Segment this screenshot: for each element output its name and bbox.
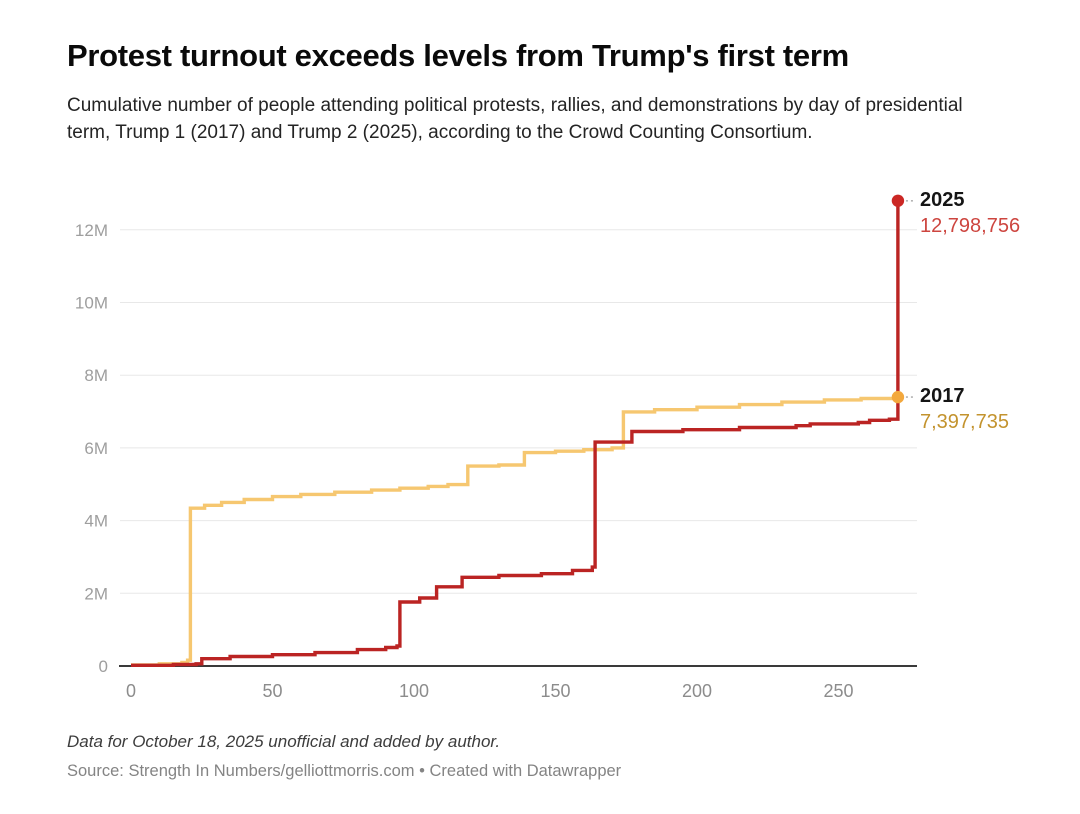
series-label-2017-year: 2017 (920, 385, 965, 407)
x-tick-label: 50 (262, 681, 282, 701)
x-tick-label: 150 (540, 681, 570, 701)
x-tick-label: 100 (399, 681, 429, 701)
source-line: Source: Strength In Numbers/gelliottmorr… (67, 762, 622, 780)
y-tick-label: 8M (84, 366, 108, 385)
y-tick-label: 6M (84, 439, 108, 458)
endpoint-dot-2017 (891, 390, 905, 404)
y-tick-label: 12M (75, 221, 108, 240)
data-note: Data for October 18, 2025 unofficial and… (67, 732, 501, 751)
y-tick-label: 4M (84, 512, 108, 531)
x-tick-label: 200 (682, 681, 712, 701)
endpoint-dot-2025 (891, 194, 905, 207)
y-tick-label: 2M (84, 584, 108, 603)
x-tick-label: 250 (823, 681, 853, 701)
series-line-2017 (131, 396, 900, 667)
series-label-2025-year: 2025 (920, 189, 965, 211)
y-tick-label: 0 (99, 657, 108, 676)
series-label-2025-value: 12,798,756 (920, 215, 1021, 237)
page-title: Protest turnout exceeds levels from Trum… (67, 38, 849, 73)
series-label-2025: 2025 12,798,756 (920, 188, 1070, 239)
x-tick-label: 0 (126, 681, 136, 701)
series-label-2017-value: 7,397,735 (920, 411, 1009, 433)
y-tick-label: 10M (75, 294, 108, 313)
chart-subtitle: Cumulative number of people attending po… (67, 95, 963, 143)
series-line-2025 (131, 200, 900, 667)
series-label-2017: 2017 7,397,735 (920, 384, 1070, 435)
